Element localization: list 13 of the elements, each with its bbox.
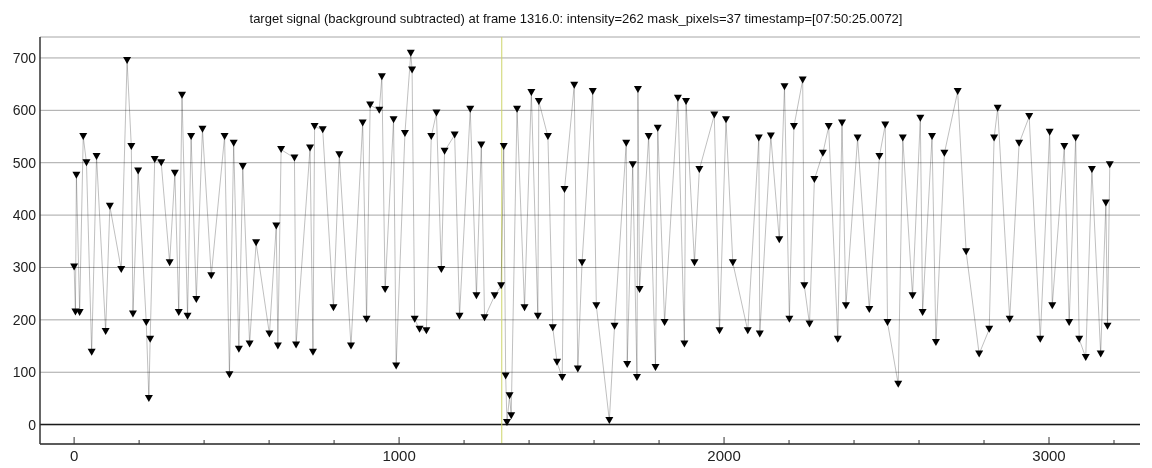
y-tick-label: 400 (12, 207, 37, 224)
y-tick-label: 600 (12, 102, 37, 119)
chart-title: target signal (background subtracted) at frame 1316.0: intensity=262 mask_pixels=37 timestamp=[07:50:25.0072] (248, 10, 904, 28)
x-tick-label: 3000 (1032, 447, 1066, 464)
y-tick-label: 300 (12, 259, 37, 276)
y-tick-label: 0 (28, 416, 37, 433)
x-tick-label: 2000 (707, 447, 741, 464)
x-tick-label: 1000 (382, 447, 416, 464)
y-tick-label: 200 (12, 311, 37, 328)
y-tick-label: 500 (12, 154, 37, 171)
y-tick-label: 100 (12, 364, 37, 381)
y-tick-label: 700 (12, 49, 37, 66)
x-tick-label: 0 (69, 447, 79, 464)
